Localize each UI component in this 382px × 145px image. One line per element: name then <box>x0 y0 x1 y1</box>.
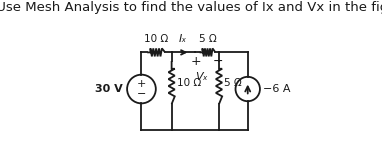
Text: 30 V: 30 V <box>95 84 123 94</box>
Text: Vₓ: Vₓ <box>196 72 208 82</box>
Text: 4.2 Use Mesh Analysis to find the values of Ix and Vx in the figure: 4.2 Use Mesh Analysis to find the values… <box>0 1 382 14</box>
Text: Iₓ: Iₓ <box>179 35 187 45</box>
Text: −6 A: −6 A <box>263 84 290 94</box>
Text: −: − <box>137 89 146 99</box>
Text: 10 Ω: 10 Ω <box>177 78 201 88</box>
Text: +: + <box>191 55 201 68</box>
Text: 5 Ω: 5 Ω <box>225 78 242 88</box>
Text: 5 Ω: 5 Ω <box>199 35 216 45</box>
Text: −: − <box>213 55 223 68</box>
Text: +: + <box>137 79 146 89</box>
Text: 10 Ω: 10 Ω <box>144 35 168 45</box>
